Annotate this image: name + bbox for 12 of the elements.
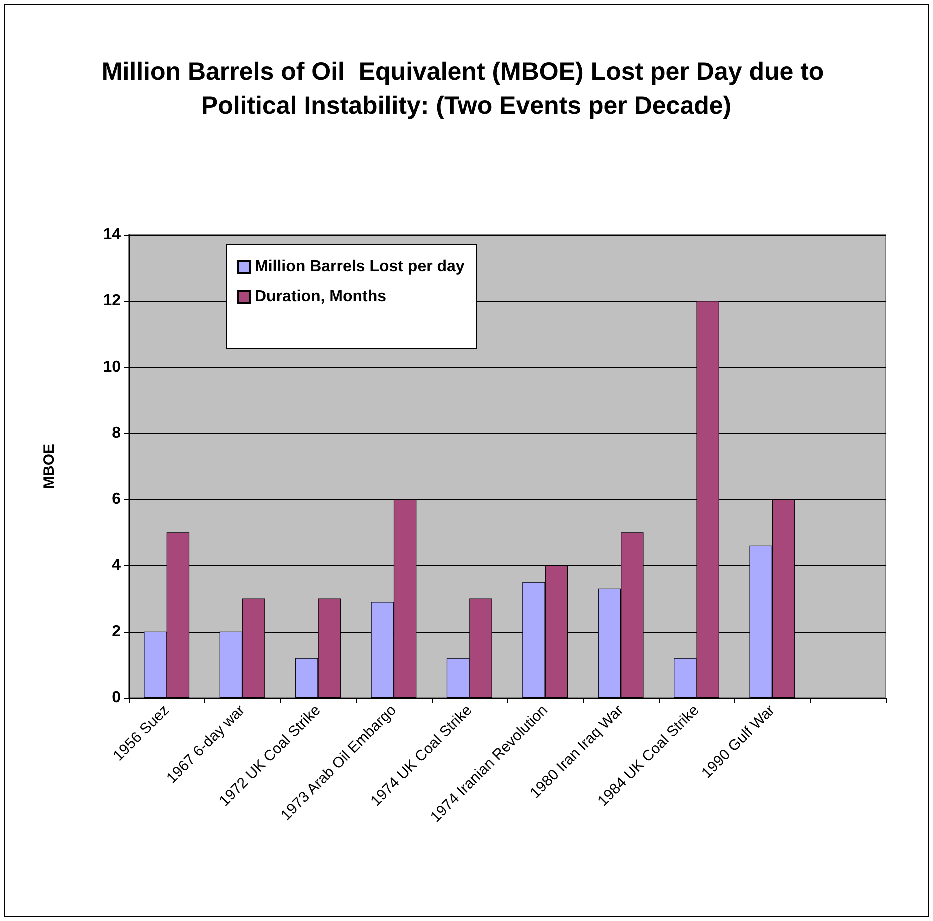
y-axis-title: MBOE — [41, 444, 58, 489]
y-tick-label: 2 — [112, 623, 122, 640]
y-tick-label: 14 — [103, 226, 122, 244]
y-tick-label: 8 — [112, 424, 122, 442]
legend-label: Million Barrels Lost per day — [255, 258, 465, 276]
chart-title: Million Barrels of Oil Equivalent (MBOE) Lost per Day due to Political Instability: (Two Events per Decade) — [102, 58, 832, 120]
y-tick-label: 12 — [103, 292, 122, 310]
y-tick-label: 10 — [103, 358, 122, 376]
legend-label: Duration, Months — [255, 288, 387, 306]
y-tick-label: 4 — [112, 557, 122, 574]
y-tick-label: 6 — [112, 491, 122, 508]
y-tick-label: 0 — [112, 690, 122, 706]
